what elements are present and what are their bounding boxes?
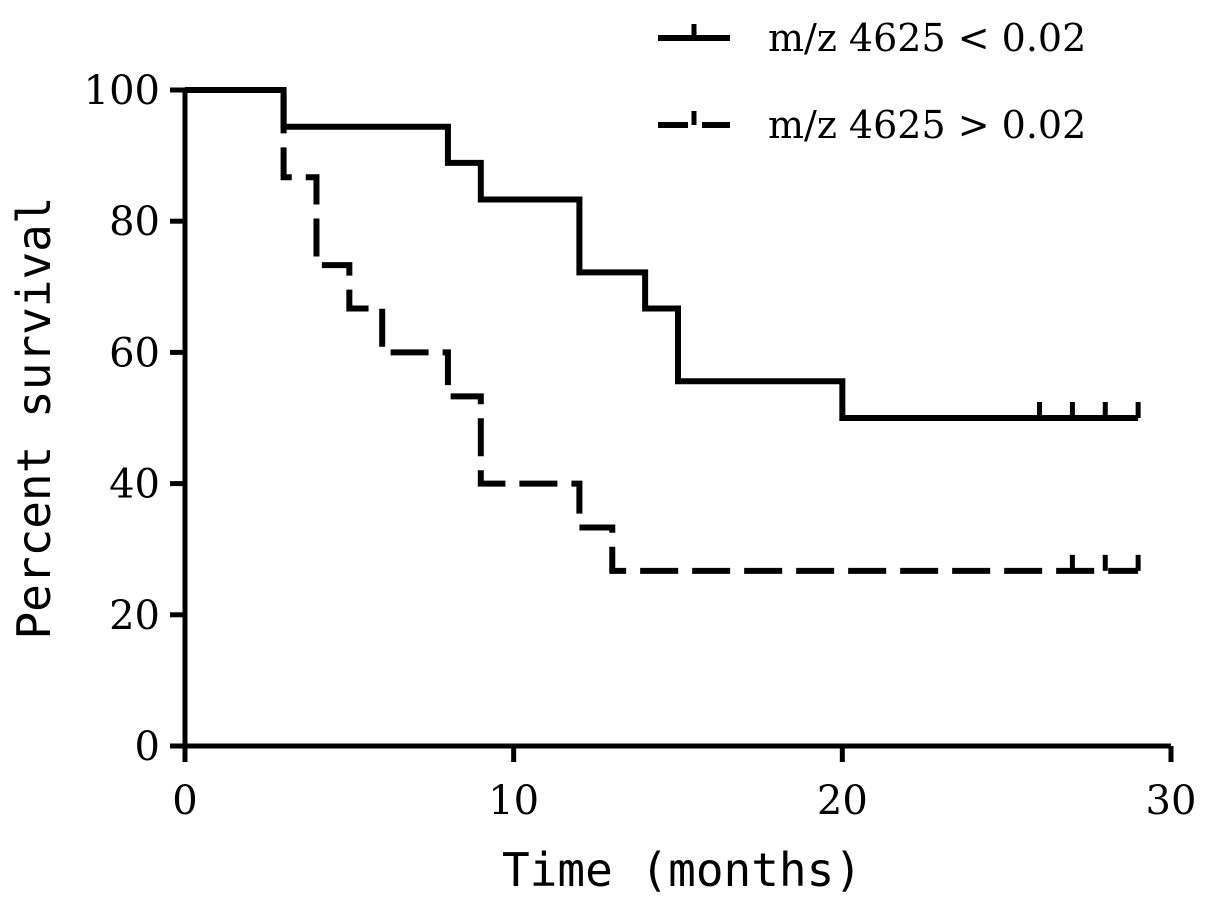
x-ticks: 0 10 20 30 xyxy=(172,746,1196,824)
legend: m/z 4625 < 0.02 m/z 4625 > 0.02 xyxy=(658,16,1086,147)
x-axis-title: Time (months) xyxy=(502,843,862,897)
y-tick-label: 40 xyxy=(109,462,160,508)
y-tick-label: 0 xyxy=(135,724,160,770)
legend-label-2: m/z 4625 > 0.02 xyxy=(768,103,1086,147)
survival-curve-2 xyxy=(185,87,1139,574)
y-ticks: 0 20 40 60 80 100 xyxy=(84,68,185,770)
survival-curve-1 xyxy=(185,87,1139,421)
x-tick-label: 30 xyxy=(1146,778,1197,824)
x-tick-label: 0 xyxy=(172,778,197,824)
legend-label-1: m/z 4625 < 0.02 xyxy=(768,16,1086,60)
x-tick-label: 10 xyxy=(488,778,539,824)
y-tick-label: 20 xyxy=(109,593,160,639)
y-tick-label: 80 xyxy=(109,199,160,245)
y-tick-label: 60 xyxy=(109,330,160,376)
y-tick-label: 100 xyxy=(84,68,160,114)
x-tick-label: 20 xyxy=(817,778,868,824)
y-axis-title: Percent survival xyxy=(7,196,61,639)
series-layer xyxy=(185,87,1141,574)
axes xyxy=(182,90,1171,749)
